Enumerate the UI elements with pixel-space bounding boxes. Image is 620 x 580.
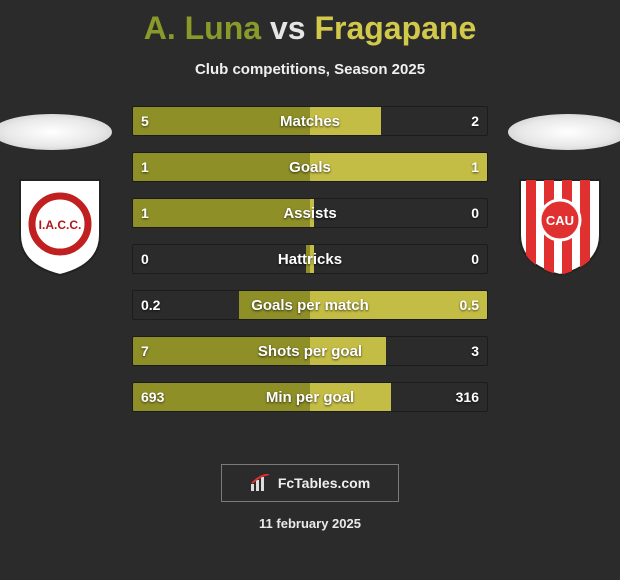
stat-left-fill (133, 337, 310, 365)
stat-right-value: 0 (463, 245, 487, 273)
stat-right-fill (310, 245, 314, 273)
stat-right-value: 0 (463, 199, 487, 227)
stat-left-fill (133, 199, 310, 227)
badge-right-text: CAU (546, 213, 574, 228)
stat-row: 10Assists (132, 198, 488, 228)
stat-row: 73Shots per goal (132, 336, 488, 366)
badge-left-text: I.A.C.C. (39, 218, 82, 232)
stat-row: 00Hattricks (132, 244, 488, 274)
comparison-title: A. Luna vs Fragapane (0, 0, 620, 47)
footer-source-box: FcTables.com (221, 464, 399, 502)
vs-label: vs (270, 10, 306, 46)
stat-row: 11Goals (132, 152, 488, 182)
stat-left-half: 5 (133, 107, 310, 135)
footer-site: FcTables.com (278, 475, 370, 491)
spotlight-right (508, 114, 620, 150)
spotlight-left (0, 114, 112, 150)
stat-right-fill (310, 199, 314, 227)
stat-right-value: 3 (463, 337, 487, 365)
stat-left-value: 7 (133, 337, 157, 365)
comparison-arena: I.A.C.C. CAU 52Matches11Goals10Assists00… (0, 106, 620, 446)
stat-left-half: 7 (133, 337, 310, 365)
stat-right-value: 1 (463, 153, 487, 181)
stat-left-fill (133, 107, 310, 135)
footer-date: 11 february 2025 (0, 516, 620, 531)
stat-left-half: 1 (133, 153, 310, 181)
stat-right-half: 3 (310, 337, 487, 365)
stat-left-half: 0.2 (133, 291, 310, 319)
stat-right-fill (310, 107, 381, 135)
stat-left-fill (133, 153, 310, 181)
stat-left-value: 693 (133, 383, 172, 411)
stat-right-half: 2 (310, 107, 487, 135)
club-badge-left: I.A.C.C. (12, 174, 108, 278)
stat-row: 693316Min per goal (132, 382, 488, 412)
stat-row: 52Matches (132, 106, 488, 136)
stat-right-half: 0 (310, 199, 487, 227)
stat-right-value: 2 (463, 107, 487, 135)
stat-left-value: 1 (133, 153, 157, 181)
chart-icon (250, 474, 272, 492)
stat-bars: 52Matches11Goals10Assists00Hattricks0.20… (132, 106, 488, 428)
stat-left-value: 5 (133, 107, 157, 135)
stat-row: 0.20.5Goals per match (132, 290, 488, 320)
stat-right-half: 1 (310, 153, 487, 181)
subtitle: Club competitions, Season 2025 (0, 61, 620, 78)
stat-left-half: 1 (133, 199, 310, 227)
stat-right-half: 0 (310, 245, 487, 273)
stat-left-value: 1 (133, 199, 157, 227)
stat-left-half: 0 (133, 245, 310, 273)
stat-left-fill (239, 291, 310, 319)
stat-left-value: 0 (133, 245, 157, 273)
stat-right-half: 316 (310, 383, 487, 411)
stat-right-value: 0.5 (452, 291, 487, 319)
stat-left-half: 693 (133, 383, 310, 411)
player2-name: Fragapane (314, 10, 476, 46)
stat-right-fill (310, 383, 391, 411)
stat-right-value: 316 (448, 383, 487, 411)
stat-right-fill (310, 153, 487, 181)
stat-left-value: 0.2 (133, 291, 168, 319)
player1-name: A. Luna (144, 10, 261, 46)
club-badge-right: CAU (512, 174, 608, 278)
stat-right-half: 0.5 (310, 291, 487, 319)
stat-right-fill (310, 337, 386, 365)
